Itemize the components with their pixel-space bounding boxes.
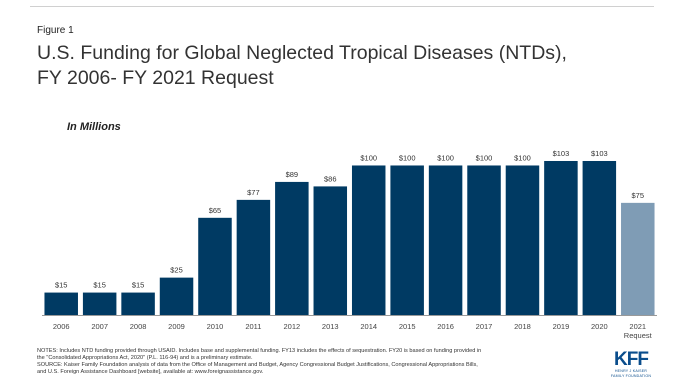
x-tick-label: 2007: [91, 322, 108, 331]
bar-2021: [621, 202, 655, 315]
chart-subtitle: In Millions: [67, 121, 121, 133]
bar-2016: [428, 165, 463, 315]
bar-2008: [121, 292, 155, 315]
x-tick-label: 2011: [245, 322, 261, 331]
bar-2018: [505, 165, 540, 315]
bar-2011: [236, 199, 271, 315]
bar-2010: [198, 217, 232, 315]
x-tick-label: 2017: [476, 322, 493, 331]
bar-2013: [313, 186, 348, 315]
bar-2009: [159, 277, 194, 315]
value-label: $77: [247, 188, 260, 197]
source-line-1: SOURCE: Kaiser Family Foundation analysi…: [37, 362, 478, 368]
kff-logo: KFF HENRY J KAISER FAMILY FOUNDATION: [609, 350, 653, 378]
x-tick-label: Request: [624, 331, 653, 340]
value-label: $65: [209, 206, 222, 215]
bar-2015: [390, 165, 424, 315]
bar-2017: [467, 165, 501, 315]
x-tick-label: 2015: [399, 322, 416, 331]
value-label: $15: [93, 281, 106, 290]
value-label: $15: [55, 281, 68, 290]
chart-title: U.S. Funding for Global Neglected Tropic…: [37, 41, 667, 91]
value-label: $25: [170, 266, 183, 275]
kff-logo-mark: KFF: [614, 349, 649, 370]
value-label: $103: [591, 149, 608, 158]
title-line-1: U.S. Funding for Global Neglected Tropic…: [37, 42, 567, 64]
value-label: $86: [324, 174, 337, 183]
x-tick-label: 2009: [168, 322, 185, 331]
notes-line-1: NOTES: Includes NTD funding provided thr…: [37, 348, 482, 354]
source-line-2: and U.S. Foreign Assistance Dashboard [w…: [37, 369, 264, 375]
notes-line-2: the "Consolidated Appropriations Act, 20…: [37, 355, 253, 361]
bar-2020: [582, 160, 617, 315]
x-tick-label: 2019: [553, 322, 570, 331]
title-line-2: FY 2006- FY 2021 Request: [37, 67, 274, 89]
value-label: $100: [360, 153, 377, 162]
bar-2014: [351, 165, 386, 315]
x-tick-label: 2012: [283, 322, 300, 331]
x-tick-label: 2021: [629, 322, 646, 331]
x-tick-label: 2013: [322, 322, 339, 331]
value-label: $100: [437, 153, 454, 162]
x-tick-label: 2010: [207, 322, 224, 331]
value-labels-group: $15 $15 $15 $25 $65 $77 $89 $86 $100 $100 $100 $100…: [55, 149, 644, 290]
value-label: $100: [476, 153, 493, 162]
x-tick-label: 2020: [591, 322, 608, 331]
value-label: $100: [514, 153, 531, 162]
figure-label: Figure 1: [37, 25, 74, 36]
x-tick-label: 2018: [514, 322, 531, 331]
bar-2012: [275, 181, 309, 315]
value-label: $15: [132, 281, 145, 290]
x-tick-labels-group: 2006 2007 2008 2009 2010 2011 2012 2013 2014 2015…: [53, 322, 653, 340]
bar-2007: [82, 292, 117, 315]
bar-2006: [44, 292, 78, 315]
value-label: $89: [286, 170, 299, 179]
chart-notes: NOTES: Includes NTD funding provided thr…: [37, 348, 603, 376]
x-tick-label: 2006: [53, 322, 70, 331]
x-tick-label: 2008: [130, 322, 147, 331]
kff-logo-line-1: HENRY J KAISER: [614, 369, 648, 373]
value-label: $75: [632, 191, 645, 200]
value-label: $103: [553, 149, 570, 158]
top-rule: [30, 6, 654, 7]
bar-2019: [544, 160, 578, 315]
bars-group: [44, 160, 655, 315]
value-label: $100: [399, 153, 416, 162]
kff-logo-line-2: FAMILY FOUNDATION: [610, 373, 652, 378]
x-tick-label: 2016: [437, 322, 454, 331]
x-tick-label: 2014: [360, 322, 377, 331]
